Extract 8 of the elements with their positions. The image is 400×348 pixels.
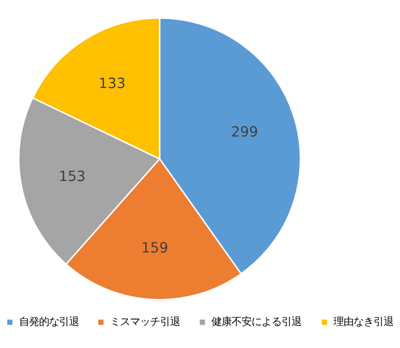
data-label: 299	[231, 124, 258, 140]
legend-label: 自発的な引退	[18, 316, 79, 328]
data-label: 159	[141, 240, 168, 257]
legend-label: 健康不安による引退	[211, 316, 302, 328]
data-label: 133	[98, 76, 126, 92]
legend-label: ミスマッチ引退	[110, 316, 180, 328]
legend-label: 理由なき引退	[333, 316, 394, 328]
data-label: 153	[58, 169, 86, 186]
